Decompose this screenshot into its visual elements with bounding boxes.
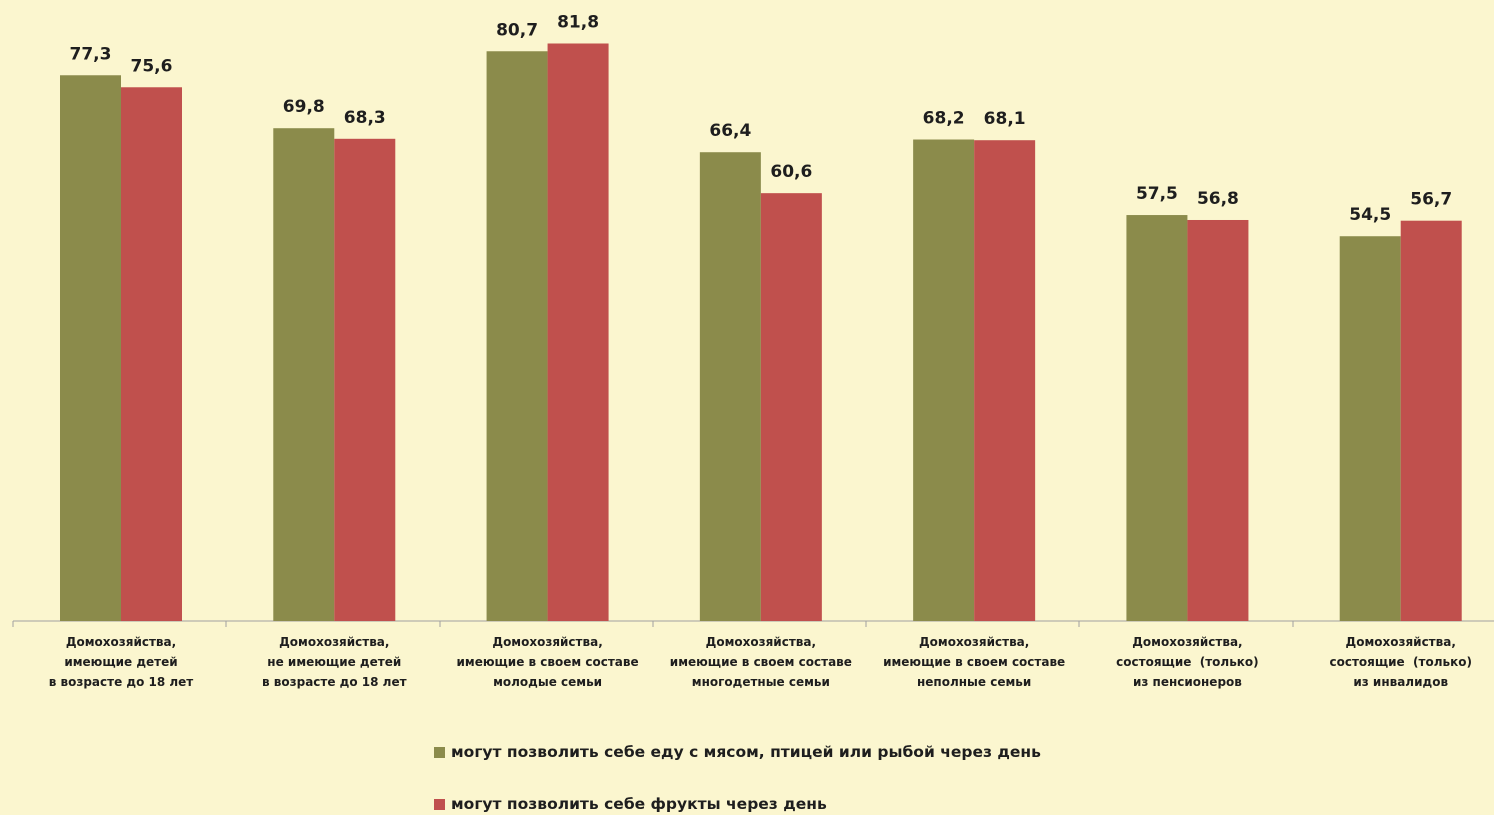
bar-meat [1126, 215, 1188, 622]
category-label: неполные семьи [917, 675, 1031, 689]
data-label-fruit: 68,3 [344, 108, 386, 128]
bar-meat [1339, 236, 1401, 622]
data-label-meat: 69,8 [283, 97, 325, 117]
data-label-meat: 77,3 [70, 44, 112, 64]
category-label: в возрасте до 18 лет [49, 675, 194, 689]
bar-meat [273, 128, 335, 621]
category-label: Домохозяйства, [1132, 635, 1242, 649]
category-label: имеющие в своем составе [883, 655, 1065, 669]
data-label-fruit: 75,6 [131, 56, 173, 76]
category-label: в возрасте до 18 лет [262, 675, 407, 689]
data-label-meat: 80,7 [496, 20, 538, 40]
data-label-meat: 68,2 [923, 109, 965, 129]
bar-meat [486, 51, 548, 622]
category-label: имеющие в своем составе [457, 655, 639, 669]
category-label: Домохозяйства, [279, 635, 389, 649]
bar-meat [60, 75, 121, 621]
bar-fruit [121, 87, 182, 622]
category-label: имеющие детей [64, 655, 177, 669]
category-label: Домохозяйства, [706, 635, 816, 649]
category-label: состоящие (только) [1116, 655, 1258, 669]
data-label-fruit: 56,7 [1410, 190, 1452, 210]
legend-swatch-fruit [434, 798, 445, 810]
bar-fruit [334, 138, 396, 621]
category-label: молодые семьи [493, 675, 602, 689]
data-label-fruit: 56,8 [1197, 189, 1239, 209]
bar-fruit [974, 140, 1036, 622]
category-label: из пенсионеров [1133, 675, 1242, 689]
category-label: многодетные семьи [692, 675, 830, 689]
bar-fruit [1187, 219, 1249, 621]
data-label-meat: 57,5 [1136, 184, 1178, 204]
data-label-meat: 66,4 [709, 121, 751, 141]
category-label: не имеющие детей [267, 655, 401, 669]
legend-label-meat: могут позволить себе еду с мясом, птицей… [451, 743, 1041, 761]
legend-item-fruit: могут позволить себе фрукты через день [434, 793, 827, 815]
category-label: Домохозяйства, [66, 635, 176, 649]
bar-fruit [547, 43, 609, 621]
category-label: Домохозяйства, [492, 635, 602, 649]
bar-fruit [1400, 220, 1462, 621]
category-label: Домохозяйства, [1346, 635, 1456, 649]
bar-meat [699, 152, 761, 621]
legend-swatch-meat [434, 746, 445, 758]
bar-meat [913, 139, 975, 621]
category-label: состоящие (только) [1329, 655, 1471, 669]
bar-fruit [760, 193, 822, 621]
data-label-meat: 54,5 [1349, 205, 1391, 225]
data-label-fruit: 68,1 [984, 109, 1026, 129]
data-label-fruit: 60,6 [770, 162, 812, 182]
category-label: из инвалидов [1353, 675, 1448, 689]
category-label: имеющие в своем составе [670, 655, 852, 669]
category-label: Домохозяйства, [919, 635, 1029, 649]
legend-label-fruit: могут позволить себе фрукты через день [451, 795, 827, 813]
legend-item-meat: могут позволить себе еду с мясом, птицей… [434, 741, 1041, 763]
data-label-fruit: 81,8 [557, 12, 599, 32]
